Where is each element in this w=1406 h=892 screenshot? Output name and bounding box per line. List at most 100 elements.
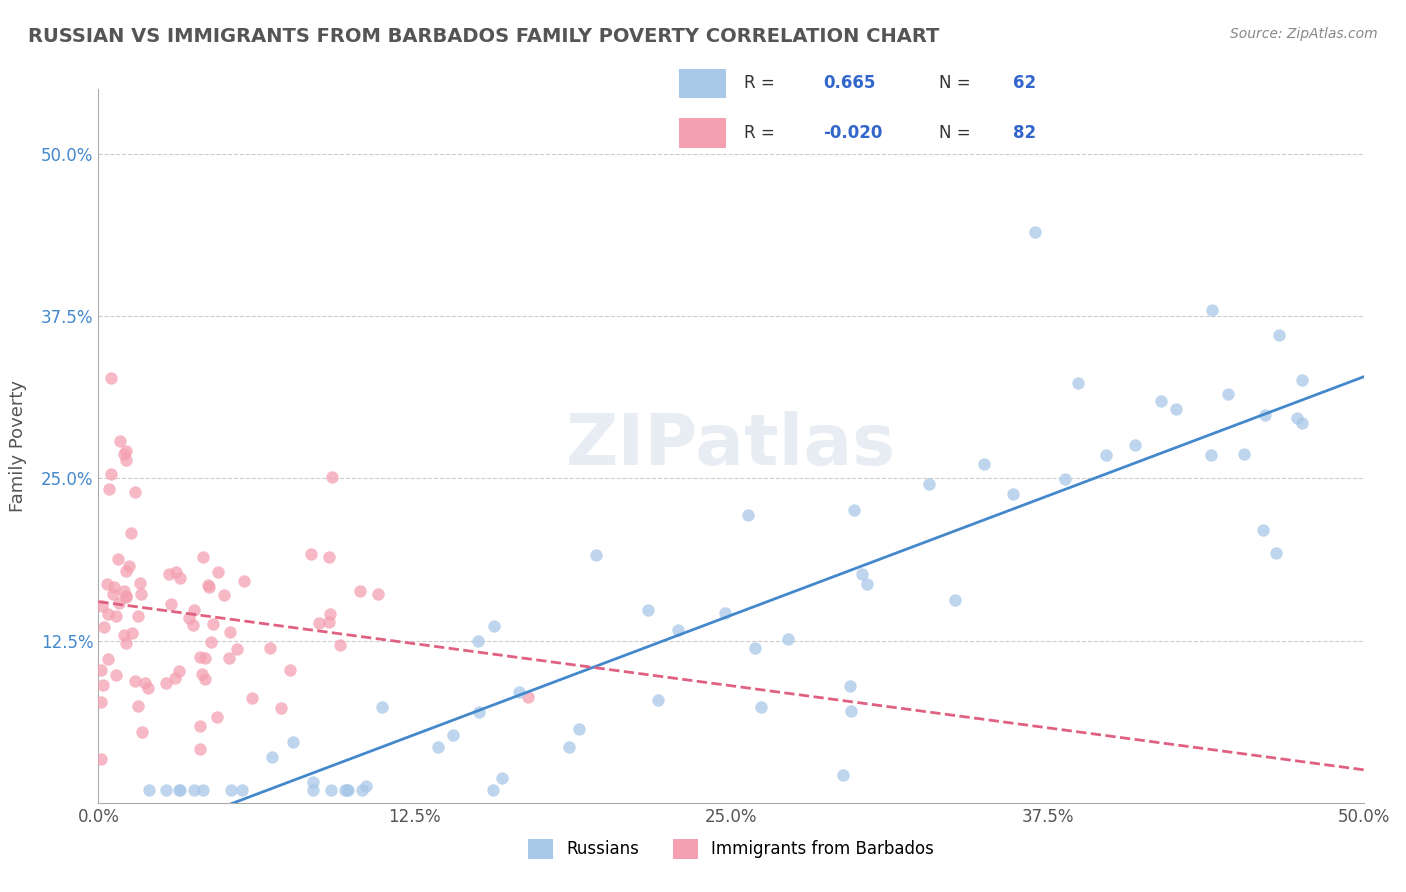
Point: [776, 632, 799, 646]
Point: [337, 782, 360, 797]
Point: [842, 503, 865, 517]
Text: -0.020: -0.020: [824, 124, 883, 142]
Point: [856, 576, 879, 591]
Point: [585, 548, 607, 562]
Point: [155, 782, 177, 797]
Point: [90, 752, 112, 766]
Point: [207, 710, 229, 724]
Point: [91, 678, 114, 692]
Point: [319, 607, 342, 621]
Point: [188, 649, 211, 664]
Point: [302, 782, 325, 797]
Point: [427, 740, 450, 755]
Point: [482, 619, 505, 633]
Point: [321, 470, 343, 484]
Point: [183, 782, 205, 797]
Point: [335, 782, 357, 797]
Point: [568, 723, 591, 737]
Text: 82: 82: [1014, 124, 1036, 142]
Point: [193, 550, 215, 565]
Text: RUSSIAN VS IMMIGRANTS FROM BARBADOS FAMILY POVERTY CORRELATION CHART: RUSSIAN VS IMMIGRANTS FROM BARBADOS FAMI…: [28, 27, 939, 45]
Point: [200, 635, 222, 649]
Point: [191, 667, 214, 681]
Point: [1066, 376, 1088, 390]
Point: [115, 636, 138, 650]
Point: [90, 663, 112, 677]
Point: [508, 685, 530, 699]
Point: [370, 700, 392, 714]
Point: [194, 651, 217, 665]
Point: [839, 704, 862, 718]
Point: [260, 749, 283, 764]
Point: [197, 580, 219, 594]
Point: [318, 615, 340, 630]
Point: [218, 651, 240, 665]
Point: [1218, 387, 1240, 401]
Point: [1199, 448, 1222, 462]
Point: [129, 576, 152, 591]
Text: N =: N =: [939, 124, 970, 142]
Point: [160, 598, 183, 612]
Point: [115, 590, 138, 604]
Point: [219, 625, 242, 640]
Point: [1123, 438, 1146, 452]
Point: [744, 640, 766, 655]
Point: [219, 782, 242, 797]
Point: [163, 671, 186, 685]
Point: [1164, 401, 1187, 416]
Point: [231, 782, 253, 797]
Point: [1232, 448, 1254, 462]
Point: [107, 552, 129, 566]
Point: [839, 680, 862, 694]
Point: [259, 641, 281, 656]
Point: [482, 782, 505, 797]
Point: [181, 617, 204, 632]
Point: [97, 652, 120, 666]
Point: [299, 547, 322, 561]
Point: [637, 603, 659, 617]
Point: [329, 638, 352, 652]
Point: [943, 593, 966, 607]
Point: [356, 779, 378, 793]
Point: [278, 663, 301, 677]
Point: [1251, 524, 1274, 538]
Point: [240, 690, 263, 705]
Point: [124, 673, 146, 688]
Point: [1291, 416, 1313, 430]
Y-axis label: Family Poverty: Family Poverty: [8, 380, 27, 512]
Point: [441, 728, 464, 742]
Point: [308, 616, 330, 631]
Point: [96, 576, 118, 591]
Point: [169, 571, 191, 585]
Point: [319, 782, 342, 797]
Point: [127, 698, 149, 713]
Point: [112, 584, 135, 599]
Point: [350, 782, 373, 797]
Point: [91, 599, 114, 613]
Point: [1265, 546, 1288, 560]
Text: ZIPatlas: ZIPatlas: [567, 411, 896, 481]
Point: [832, 768, 855, 782]
Point: [134, 675, 156, 690]
Point: [112, 447, 135, 461]
Point: [115, 444, 138, 458]
Point: [1201, 302, 1223, 317]
Point: [737, 508, 759, 523]
Point: [124, 484, 146, 499]
FancyBboxPatch shape: [679, 69, 725, 98]
Text: R =: R =: [744, 124, 775, 142]
Point: [177, 610, 200, 624]
Text: 62: 62: [1014, 75, 1036, 93]
Point: [270, 701, 292, 715]
Point: [157, 566, 180, 581]
Point: [749, 700, 772, 714]
Point: [138, 782, 160, 797]
Point: [214, 588, 236, 602]
Point: [97, 607, 120, 621]
Text: R =: R =: [744, 75, 775, 93]
Point: [1150, 393, 1173, 408]
Point: [117, 558, 139, 573]
Point: [973, 457, 995, 471]
Point: [108, 596, 131, 610]
FancyBboxPatch shape: [679, 118, 725, 148]
